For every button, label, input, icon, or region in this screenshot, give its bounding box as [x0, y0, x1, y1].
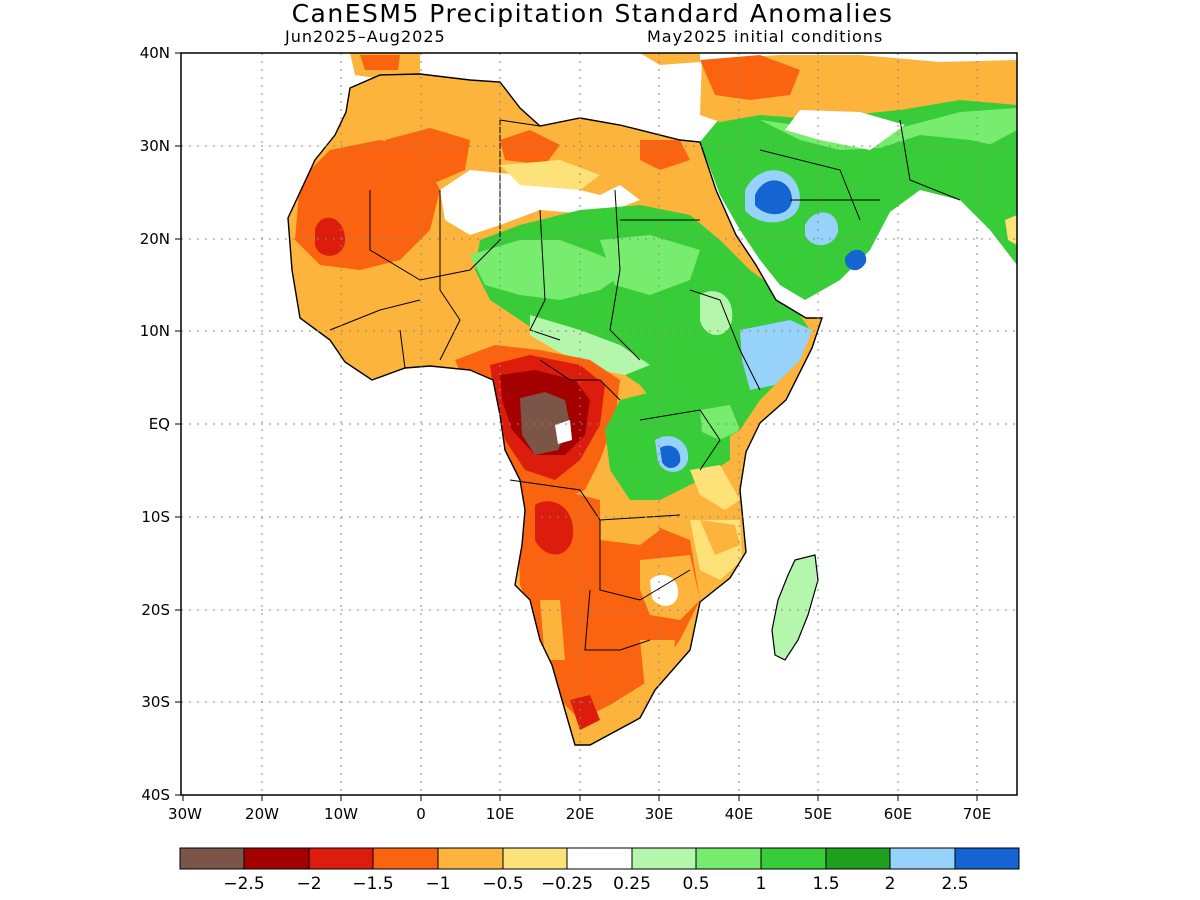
- colorbar-label: 0.5: [682, 874, 709, 894]
- map-title: CanESM5 Precipitation Standard Anomalies: [291, 0, 894, 28]
- colorbar-label: −1: [425, 874, 450, 894]
- colorbar-label: −0.5: [482, 874, 523, 894]
- colorbar-swatch: [437, 847, 504, 870]
- lon-label: 30W: [168, 805, 202, 823]
- lat-label: 10N: [140, 322, 170, 340]
- colorbar-swatch: [372, 847, 439, 870]
- colorbar-swatch: [566, 847, 633, 870]
- colorbar-swatch: [954, 847, 1020, 870]
- initial-conditions: May2025 initial conditions: [647, 27, 884, 46]
- lon-label: 10W: [324, 805, 358, 823]
- colorbar-label: −2: [296, 874, 321, 894]
- colorbar-swatch: [695, 847, 762, 870]
- colorbar-swatch: [308, 847, 374, 870]
- lat-label: 20N: [140, 230, 170, 248]
- lat-label: EQ: [149, 415, 170, 433]
- colorbar-label: 2.5: [941, 874, 968, 894]
- lat-label: 30N: [140, 137, 170, 155]
- colorbar-swatch: [502, 847, 568, 870]
- lon-label: 40E: [725, 805, 754, 823]
- colorbar-swatch: [889, 847, 956, 870]
- colorbar-label: −0.25: [541, 874, 593, 894]
- colorbar-label: 2: [885, 874, 896, 894]
- lon-ticks: [182, 795, 978, 801]
- lon-label: 30E: [645, 805, 674, 823]
- colorbar-label: −2.5: [223, 874, 264, 894]
- lat-label: 20S: [141, 601, 170, 619]
- lon-label: 60E: [884, 805, 913, 823]
- colorbar-swatch: [825, 847, 891, 870]
- colorbar-label: 1.5: [812, 874, 839, 894]
- colorbar-label: −1.5: [352, 874, 393, 894]
- colorbar-swatch: [243, 847, 310, 870]
- colorbar-label: 1: [756, 874, 767, 894]
- lon-label: 10E: [486, 805, 515, 823]
- lon-label: 70E: [963, 805, 992, 823]
- europe-shading: [350, 53, 700, 80]
- colorbar-swatch: [631, 847, 697, 870]
- colorbar-label: 0.25: [613, 874, 651, 894]
- lat-label: 40S: [141, 786, 170, 804]
- lat-label: 30S: [141, 693, 170, 711]
- madagascar: [771, 554, 819, 661]
- colorbar: [179, 847, 1020, 870]
- lon-label: 20W: [245, 805, 279, 823]
- arabia-shading: [700, 55, 1017, 300]
- graticule: [181, 53, 1017, 795]
- lat-label: 40N: [140, 44, 170, 62]
- country-borders: [329, 119, 961, 651]
- lat-ticks: [175, 52, 181, 796]
- lon-label: 0: [416, 805, 426, 823]
- colorbar-swatch: [179, 847, 245, 870]
- lon-label: 20E: [566, 805, 595, 823]
- colorbar-swatch: [760, 847, 827, 870]
- forecast-period: Jun2025–Aug2025: [285, 27, 446, 46]
- lat-label: 10S: [141, 508, 170, 526]
- lon-label: 50E: [804, 805, 833, 823]
